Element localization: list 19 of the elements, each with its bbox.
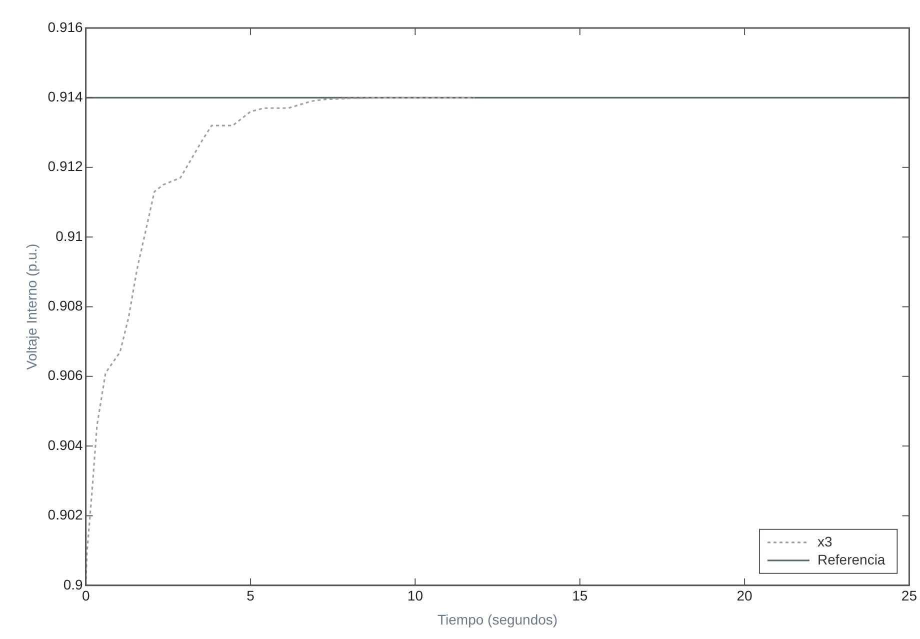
y-tick-label: 0.902	[48, 506, 84, 523]
y-tick-label: 0.912	[48, 158, 84, 174]
x-tick-label: 15	[572, 588, 588, 604]
y-axis-title: Voltaje Interno (p.u.)	[23, 244, 40, 370]
y-tick-label: 0.91	[56, 228, 84, 244]
x-tick-label: 5	[246, 588, 255, 604]
y-tick-label: 0.914	[48, 88, 84, 105]
legend-label: x3	[818, 533, 833, 550]
x-tick-label: 25	[901, 588, 918, 604]
y-tick-label: 0.916	[48, 18, 84, 35]
legend-label: Referencia	[818, 551, 886, 568]
y-tick-label: 0.906	[48, 367, 84, 384]
y-tick-label: 0.904	[48, 436, 84, 453]
y-tick-label: 0.9	[63, 576, 84, 592]
x-tick-label: 10	[407, 588, 424, 604]
x-tick-label: 20	[736, 588, 753, 604]
x-tick-label: 0	[82, 588, 90, 604]
x-axis-title: Tiempo (segundos)	[437, 611, 558, 628]
y-tick-label: 0.908	[48, 298, 84, 314]
